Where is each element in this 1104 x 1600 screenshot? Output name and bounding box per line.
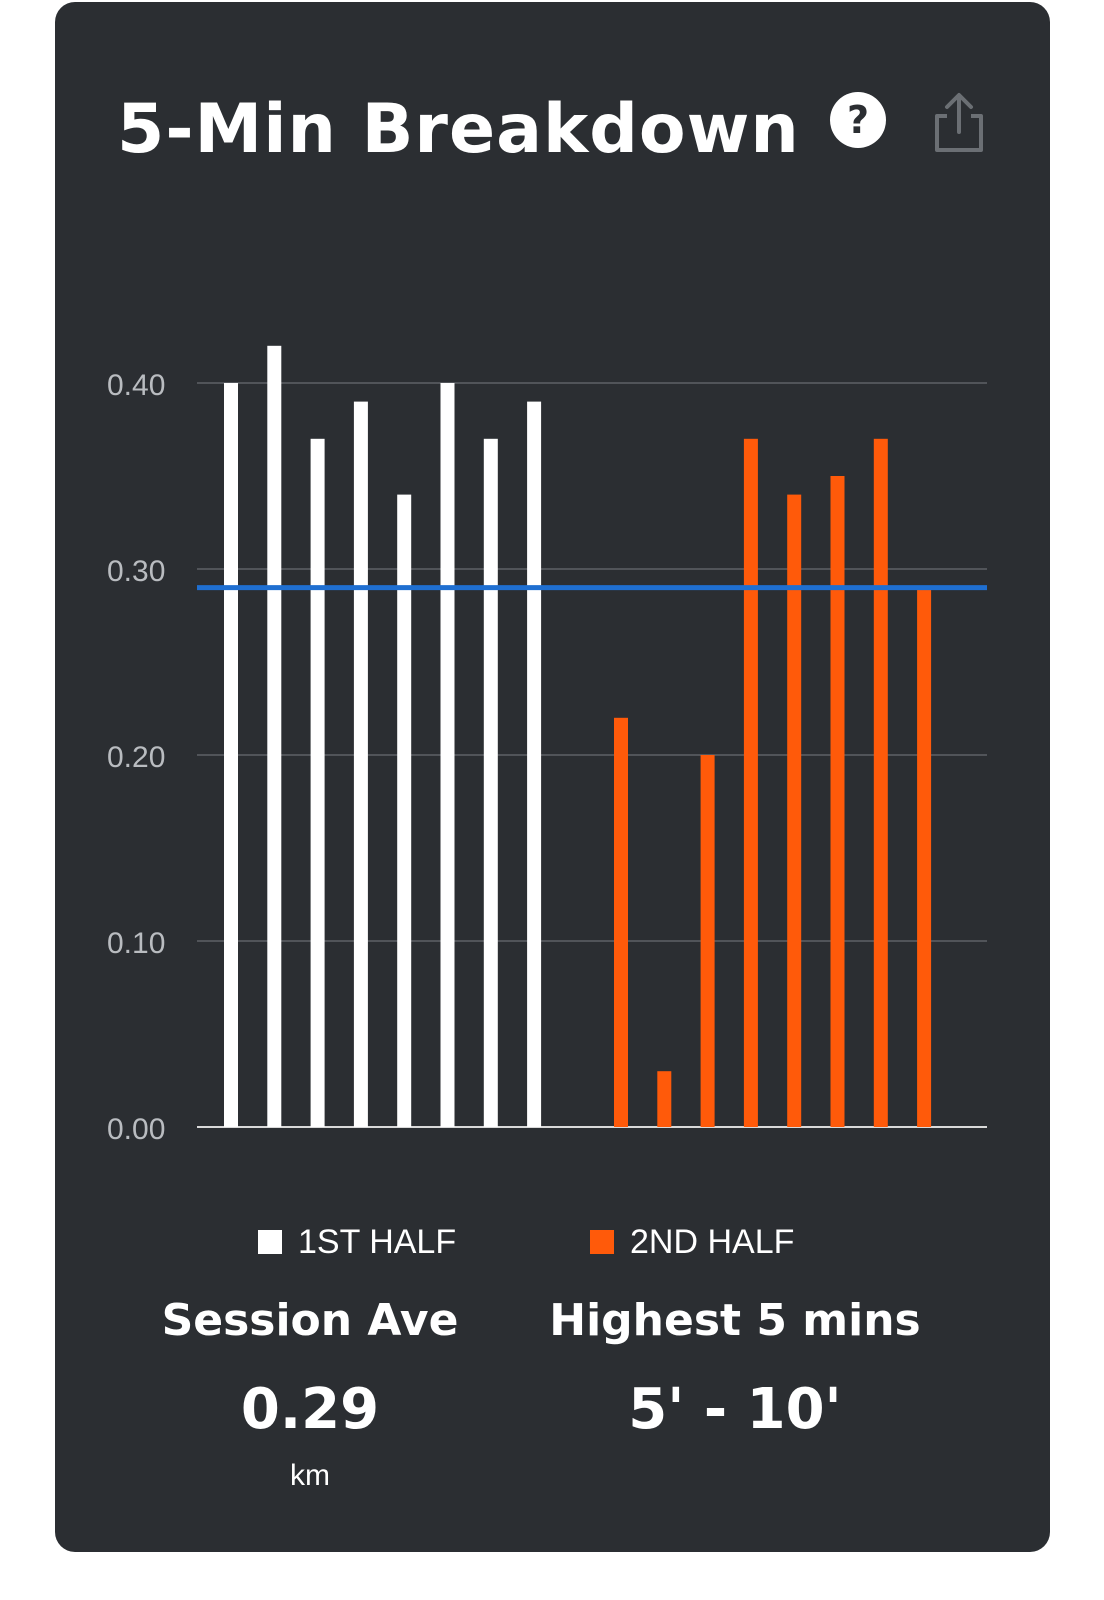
y-axis-ticks: 0.00 0.10 0.20 0.30 0.40 [107,369,165,1146]
y-tick-label: 0.20 [107,741,165,774]
legend-item-2nd-half: 2ND HALF [590,1222,794,1262]
bar-series-1-item-3 [310,438,325,1127]
bar-series-1-item-5 [397,494,412,1128]
card-title: 5-Min Breakdown [117,90,800,169]
bar-series-2-item-2 [657,1071,672,1127]
bar-series-2-item-3 [700,755,715,1127]
bar-series-1-item-8 [527,401,542,1128]
share-icon[interactable] [929,90,989,154]
bar-series-1-item-1 [224,383,238,1127]
bar-series-2-item-5 [787,494,802,1128]
highest-5-mins-label: Highest 5 mins [549,1295,921,1346]
y-tick-label: 0.00 [107,1113,165,1146]
y-tick-label: 0.10 [107,927,165,960]
bar-series-2-item-4 [743,438,758,1127]
y-tick-label: 0.30 [107,555,165,588]
legend-swatch-2nd-half [590,1230,614,1254]
bar-series-1-item-2 [267,345,282,1127]
session-ave-unit: km [290,1459,330,1492]
bar-series-2-item-7 [873,438,888,1127]
highest-5-mins-value: 5' - 10' [628,1377,842,1442]
chart-bars [224,345,932,1128]
session-ave-value: 0.29 [240,1377,380,1442]
svg-text:?: ? [847,98,869,142]
bar-chart: 0.00 0.10 0.20 0.30 0.40 [107,345,987,1146]
bar-series-2-item-1 [614,717,628,1127]
bar-series-1-item-4 [353,401,368,1128]
session-ave-label: Session Ave [161,1295,459,1346]
bar-series-2-item-8 [917,587,932,1127]
legend-swatch-1st-half [258,1230,282,1254]
help-icon[interactable]: ? [828,90,888,150]
legend-label-2nd-half: 2ND HALF [630,1222,795,1261]
y-tick-label: 0.40 [107,369,165,402]
legend-item-1st-half: 1ST HALF [258,1222,456,1262]
bar-series-2-item-6 [830,476,845,1127]
legend-label-1st-half: 1ST HALF [298,1222,457,1261]
breakdown-card: 5-Min Breakdown ? 0.00 0.10 0.20 0.30 0.40 1… [55,2,1050,1552]
bar-series-1-item-7 [483,438,498,1127]
bar-series-1-item-6 [440,383,455,1127]
chart-grid [197,382,987,1128]
